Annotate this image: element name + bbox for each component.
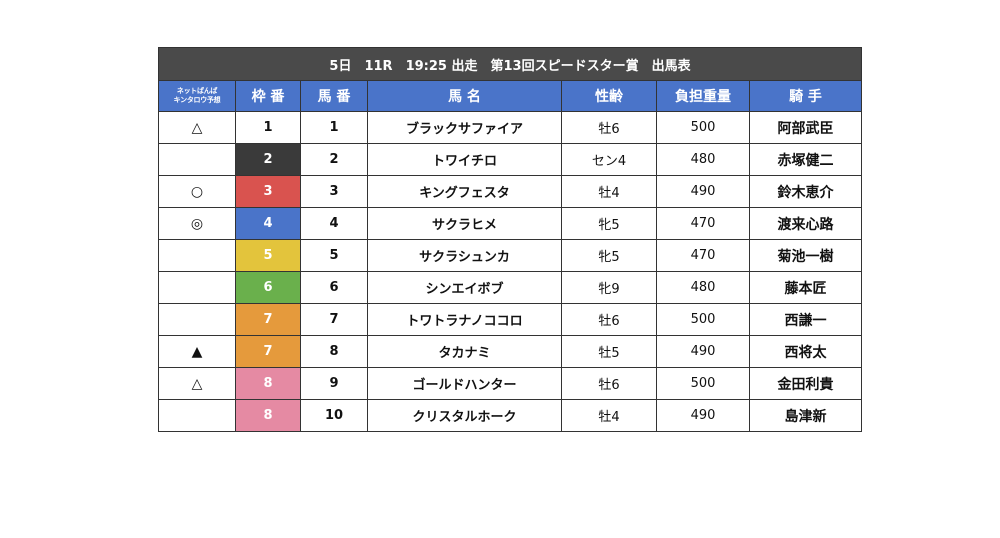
horse-number-cell: 8 (300, 335, 368, 368)
jockey-cell: 藤本匠 (748, 271, 863, 304)
frame-number-cell: 7 (235, 335, 301, 368)
jockey-cell: 島津新 (748, 399, 863, 432)
table-row: 2 2 トワイチロ セン4 480 赤塚健二 (158, 143, 863, 176)
prediction-mark (158, 271, 236, 304)
horse-number-cell: 2 (300, 143, 368, 176)
table-row: 7 7 トワトラナノココロ 牡6 500 西謙一 (158, 303, 863, 336)
prediction-mark: △ (158, 367, 236, 400)
horse-name-cell: サクラヒメ (367, 207, 562, 240)
jockey-cell: 菊池一樹 (748, 239, 863, 272)
weight-cell: 500 (656, 367, 750, 400)
header-sex-age: 性齢 (561, 80, 657, 112)
horse-name-cell: ブラックサファイア (367, 111, 562, 144)
frame-number-cell: 8 (235, 399, 301, 432)
table-row: ○ 3 3 キングフェスタ 牡4 490 鈴木恵介 (158, 175, 863, 208)
horse-name-cell: タカナミ (367, 335, 562, 368)
prediction-mark: ○ (158, 175, 236, 208)
frame-number-cell: 8 (235, 367, 301, 400)
jockey-cell: 赤塚健二 (748, 143, 863, 176)
header-prediction: ネットぱんぱ キンタロウ予想 (158, 80, 236, 112)
prediction-mark (158, 239, 236, 272)
horse-name-cell: キングフェスタ (367, 175, 562, 208)
table-row: 8 10 クリスタルホーク 牡4 490 島津新 (158, 399, 863, 432)
horse-number-cell: 9 (300, 367, 368, 400)
frame-number-cell: 6 (235, 271, 301, 304)
frame-number-cell: 2 (235, 143, 301, 176)
jockey-cell: 阿部武臣 (748, 111, 863, 144)
weight-cell: 470 (656, 239, 750, 272)
sex-age-cell: 牡6 (561, 111, 657, 144)
table-row: △ 8 9 ゴールドハンター 牡6 500 金田利貴 (158, 367, 863, 400)
frame-number-cell: 7 (235, 303, 301, 336)
sex-age-cell: 牡5 (561, 335, 657, 368)
prediction-mark (158, 399, 236, 432)
sex-age-cell: 牝5 (561, 207, 657, 240)
horse-name-cell: トワイチロ (367, 143, 562, 176)
sex-age-cell: 牡4 (561, 175, 657, 208)
table-row: 6 6 シンエイボブ 牝9 480 藤本匠 (158, 271, 863, 304)
jockey-cell: 西謙一 (748, 303, 863, 336)
table-row: △ 1 1 ブラックサファイア 牡6 500 阿部武臣 (158, 111, 863, 144)
weight-cell: 480 (656, 271, 750, 304)
table-row: ◎ 4 4 サクラヒメ 牝5 470 渡来心路 (158, 207, 863, 240)
weight-cell: 490 (656, 399, 750, 432)
jockey-cell: 渡来心路 (748, 207, 863, 240)
header-prediction-line2: キンタロウ予想 (173, 96, 221, 104)
prediction-mark: ◎ (158, 207, 236, 240)
horse-name-cell: ゴールドハンター (367, 367, 562, 400)
horse-number-cell: 10 (300, 399, 368, 432)
header-prediction-line1: ネットぱんぱ (176, 87, 218, 95)
table-row: 5 5 サクラシュンカ 牝5 470 菊池一樹 (158, 239, 863, 272)
frame-number-cell: 4 (235, 207, 301, 240)
header-frame: 枠 番 (235, 80, 301, 112)
prediction-mark: ▲ (158, 335, 236, 368)
weight-cell: 500 (656, 111, 750, 144)
weight-cell: 500 (656, 303, 750, 336)
horse-name-cell: サクラシュンカ (367, 239, 562, 272)
horse-number-cell: 5 (300, 239, 368, 272)
jockey-cell: 鈴木恵介 (748, 175, 863, 208)
frame-number-cell: 3 (235, 175, 301, 208)
horse-number-cell: 1 (300, 111, 368, 144)
sex-age-cell: セン4 (561, 143, 657, 176)
weight-cell: 480 (656, 143, 750, 176)
horse-name-cell: シンエイボブ (367, 271, 562, 304)
header-jockey: 騎 手 (748, 80, 863, 112)
table-row: ▲ 7 8 タカナミ 牡5 490 西将太 (158, 335, 863, 368)
entries-body: △ 1 1 ブラックサファイア 牡6 500 阿部武臣 2 2 トワイチロ セン4 480 赤塚健二 ○ 3… (158, 111, 863, 432)
sex-age-cell: 牡4 (561, 399, 657, 432)
horse-number-cell: 6 (300, 271, 368, 304)
table-title: 5日 11R 19:25 出走 第13回スピードスター賞 出馬表 (157, 47, 863, 81)
jockey-cell: 金田利貴 (748, 367, 863, 400)
frame-number-cell: 1 (235, 111, 301, 144)
jockey-cell: 西将太 (748, 335, 863, 368)
header-weight: 負担重量 (656, 80, 750, 112)
horse-name-cell: トワトラナノココロ (367, 303, 562, 336)
horse-number-cell: 7 (300, 303, 368, 336)
header-number: 馬 番 (300, 80, 368, 112)
weight-cell: 490 (656, 335, 750, 368)
weight-cell: 490 (656, 175, 750, 208)
race-card-table: 5日 11R 19:25 出走 第13回スピードスター賞 出馬表 ネットぱんぱ … (157, 47, 863, 432)
sex-age-cell: 牡6 (561, 367, 657, 400)
prediction-mark (158, 303, 236, 336)
sex-age-cell: 牝5 (561, 239, 657, 272)
weight-cell: 470 (656, 207, 750, 240)
prediction-mark: △ (158, 111, 236, 144)
horse-number-cell: 3 (300, 175, 368, 208)
sex-age-cell: 牝9 (561, 271, 657, 304)
prediction-mark (158, 143, 236, 176)
frame-number-cell: 5 (235, 239, 301, 272)
header-horse: 馬 名 (367, 80, 562, 112)
horse-number-cell: 4 (300, 207, 368, 240)
sex-age-cell: 牡6 (561, 303, 657, 336)
horse-name-cell: クリスタルホーク (367, 399, 562, 432)
